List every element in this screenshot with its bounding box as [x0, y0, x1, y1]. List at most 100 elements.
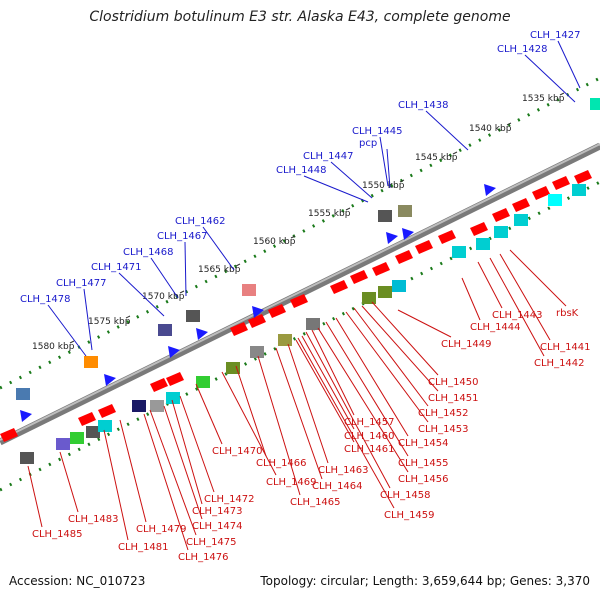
bottom-label-leader	[361, 305, 439, 392]
bottom-label-leader	[353, 307, 429, 407]
bottom-gene-label: CLH_1459	[384, 510, 435, 521]
top-label-leader	[330, 161, 373, 199]
kbp-tick-mark	[399, 179, 405, 183]
top-label-leader	[118, 272, 165, 317]
bottom-label-leader	[311, 329, 355, 416]
gene-arrow	[166, 372, 184, 386]
kbp-tick-label: 1545 kbp	[415, 153, 458, 163]
bottom-label-leader	[509, 249, 567, 307]
bottom-gene-label: CLH_1472	[204, 494, 255, 505]
bottom-label-leader	[221, 371, 277, 476]
gene-box	[548, 194, 562, 206]
kbp-tick-mark	[235, 263, 241, 267]
gene-box	[132, 400, 146, 412]
gene-box	[226, 362, 240, 374]
kbp-tick-mark	[69, 340, 75, 344]
gene-box	[242, 284, 256, 296]
bottom-label-leader	[257, 355, 301, 496]
gene-arrow-blue	[402, 228, 414, 240]
bottom-gene-label: CLH_1481	[118, 542, 169, 553]
bottom-label-leader	[235, 365, 267, 457]
top-label-leader	[184, 241, 187, 297]
gene-arrow-blue	[168, 346, 180, 358]
bottom-gene-label: CLH_1457	[344, 417, 395, 428]
gene-arrow-blue	[196, 328, 208, 340]
kbp-ticks: 1535 kbp 1540 kbp 1545 kbp 1550 kbp 1555 kbp…	[32, 92, 565, 352]
bottom-label-leader	[325, 321, 409, 457]
genome-title: Clostridium botulinum E3 str. Alaska E43…	[89, 9, 511, 25]
gene-box	[278, 334, 292, 346]
bottom-gene-label: CLH_1470	[212, 446, 263, 457]
top-gene-label: CLH_1478	[20, 294, 71, 305]
gene-box	[494, 226, 508, 238]
top-gene-label: CLH_1445	[352, 126, 403, 137]
gene-arrow	[230, 322, 248, 336]
gene-box	[16, 388, 30, 400]
kbp-tick-label: 1535 kbp	[522, 94, 565, 104]
top-label-leader	[83, 288, 93, 351]
bottom-gene-label: CLH_1464	[312, 481, 363, 492]
bottom-gene-label: CLH_1455	[398, 458, 449, 469]
bottom-gene-label: CLH_1463	[318, 465, 369, 476]
gene-arrow	[372, 262, 390, 276]
gene-arrow	[395, 250, 413, 264]
top-gene-label: CLH_1471	[91, 262, 142, 273]
gene-box	[572, 184, 586, 196]
kbp-tick-mark	[452, 151, 458, 155]
gene-arrow	[512, 198, 530, 212]
gene-box	[250, 346, 264, 358]
bottom-gene-label: CLH_1442	[534, 358, 585, 369]
gene-features	[0, 98, 600, 464]
top-label-leader	[425, 110, 469, 151]
gene-arrow	[290, 294, 308, 308]
bottom-label-leader	[301, 335, 355, 430]
bottom-label-leader	[275, 347, 323, 480]
top-gene-label: CLH_1462	[175, 216, 226, 227]
gene-arrow	[350, 270, 368, 284]
accession-text: Accession: NC_010723	[9, 574, 146, 588]
gene-arrow	[574, 170, 592, 184]
top-label-leader	[379, 136, 389, 187]
gene-box	[378, 210, 392, 222]
bottom-label-leader	[305, 331, 391, 489]
gene-arrow	[78, 412, 96, 426]
top-gene-label: pcp	[359, 138, 377, 149]
bottom-gene-label: CLH_1452	[418, 408, 469, 419]
kbp-tick-mark	[179, 290, 185, 294]
top-label-leader	[557, 40, 581, 89]
top-label-leader	[386, 148, 391, 189]
top-label-leader	[47, 304, 87, 357]
kbp-tick-mark	[290, 235, 296, 239]
bottom-gene-label: CLH_1441	[540, 342, 591, 353]
bottom-gene-label: CLH_1461	[344, 444, 395, 455]
bottom-label-leader	[287, 343, 329, 464]
bottom-gene-label: CLH_1483	[68, 514, 119, 525]
bottom-label-leader	[163, 405, 203, 520]
gene-box	[392, 280, 406, 292]
bottom-label-leader	[317, 327, 409, 473]
gene-box	[186, 310, 200, 322]
top-gene-label: CLH_1477	[56, 278, 107, 289]
gene-arrow	[248, 314, 266, 328]
bottom-label-leader	[103, 429, 129, 541]
gene-arrow-blue	[104, 374, 116, 386]
bottom-gene-label: CLH_1476	[178, 552, 229, 563]
gene-arrow	[0, 428, 18, 442]
kbp-tick-label: 1540 kbp	[469, 124, 512, 134]
bottom-gene-label: CLH_1456	[398, 474, 449, 485]
kbp-tick-label: 1575 kbp	[88, 317, 131, 327]
gene-box	[476, 238, 490, 250]
gene-arrow-blue	[386, 232, 398, 244]
bottom-gene-label: rbsK	[556, 308, 579, 319]
kbp-tick-mark	[125, 315, 131, 319]
bottom-label-leader	[149, 409, 197, 536]
bottom-label-leader	[195, 383, 223, 445]
bottom-gene-label: CLH_1449	[441, 339, 492, 350]
top-label-leader	[150, 257, 179, 299]
gene-box	[84, 356, 98, 368]
bottom-gene-label: CLH_1473	[192, 506, 243, 517]
bottom-label-leader	[119, 419, 147, 523]
bottom-gene-label: CLH_1466	[256, 458, 307, 469]
kbp-tick-mark	[506, 122, 512, 126]
